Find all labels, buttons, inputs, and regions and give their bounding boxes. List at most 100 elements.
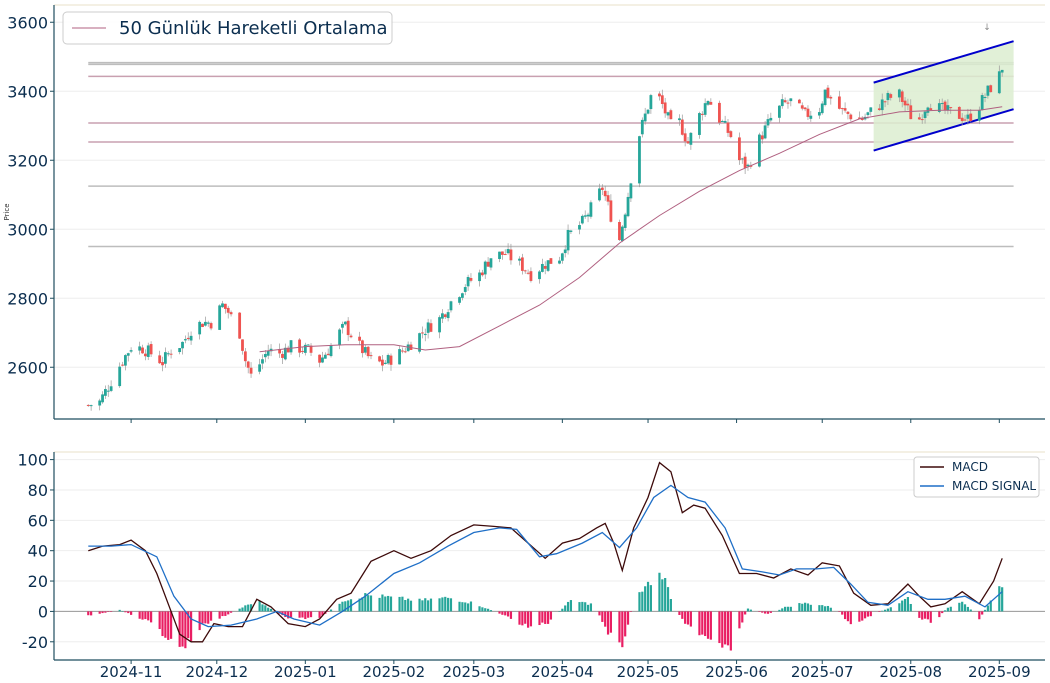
histogram-bar-positive — [444, 596, 447, 612]
histogram-bar-positive — [484, 608, 487, 612]
histogram-bar-negative — [198, 611, 201, 631]
histogram-bar-positive — [784, 606, 787, 612]
candle-up — [740, 158, 744, 160]
candle-up — [886, 93, 890, 101]
histogram-bar-positive — [898, 603, 901, 612]
macd-x-tick-label: 2024-11 — [100, 663, 163, 681]
histogram-bar-positive — [909, 603, 912, 612]
histogram-bar-negative — [498, 611, 501, 614]
histogram-bar-negative — [729, 611, 732, 651]
macd-signal-line — [88, 484, 1003, 628]
histogram-bar-negative — [506, 611, 510, 617]
histogram-bar-negative — [724, 611, 727, 645]
candle-down — [943, 101, 947, 111]
histogram-bar-negative — [981, 611, 984, 615]
candle-up — [101, 394, 104, 403]
histogram-bar-positive — [427, 600, 430, 612]
candle-up — [449, 301, 453, 311]
histogram-bar-positive — [581, 601, 584, 612]
candle-down — [301, 350, 304, 352]
candle-down — [663, 102, 667, 114]
price-legend-label: 50 Günlük Hareketli Ortalama — [119, 18, 387, 39]
histogram-bar-positive — [823, 606, 827, 612]
candle-down — [443, 314, 447, 318]
candle-up — [261, 359, 264, 364]
macd-x-tick-label: 2025-01 — [274, 663, 337, 681]
histogram-bar-negative — [678, 611, 681, 615]
candle-up — [129, 350, 133, 352]
candle-up — [266, 350, 270, 356]
candle-up — [221, 303, 224, 308]
candle-up — [109, 386, 113, 391]
histogram-bar-positive — [641, 591, 644, 612]
candle-up — [98, 400, 102, 406]
candle-down — [381, 359, 384, 366]
candle-up — [817, 112, 821, 116]
candle-up — [126, 353, 130, 356]
macd-y-tick-label: 20 — [28, 572, 48, 591]
histogram-bar-negative — [838, 611, 841, 612]
candle-down — [900, 91, 904, 102]
candle-down — [658, 93, 661, 97]
histogram-bar-positive — [398, 596, 401, 612]
histogram-bar-positive — [241, 607, 244, 612]
candle-down — [743, 156, 747, 168]
histogram-bar-negative — [604, 611, 607, 627]
histogram-bar-positive — [464, 602, 467, 612]
candle-down — [318, 354, 321, 363]
candle-up — [386, 354, 390, 364]
histogram-bar-positive — [644, 586, 647, 612]
candle-up — [123, 355, 127, 366]
candle-down — [806, 108, 810, 117]
candle-up — [937, 103, 941, 112]
candle-down — [680, 119, 684, 135]
histogram-bar-positive — [247, 604, 250, 612]
candle-up — [703, 103, 707, 115]
candle-down — [500, 251, 504, 255]
macd-y-tick-label: 0 — [38, 602, 48, 621]
histogram-bar-negative — [181, 611, 184, 647]
macd-x-tick-label: 2025-06 — [705, 663, 768, 681]
histogram-bar-negative — [841, 611, 844, 615]
histogram-bar-negative — [718, 611, 721, 644]
candle-up — [398, 349, 401, 365]
histogram-bar-positive — [886, 608, 890, 612]
histogram-bar-positive — [409, 600, 413, 612]
candle-up — [441, 313, 444, 319]
price-channel — [873, 40, 1014, 152]
macd-x-tick-label: 2025-05 — [617, 663, 680, 681]
candle-down — [309, 345, 313, 353]
histogram-bar-positive — [658, 572, 661, 612]
histogram-bar-negative — [609, 611, 613, 633]
histogram-bar-negative — [538, 611, 541, 626]
histogram-bar-negative — [686, 611, 690, 625]
candle-up — [678, 118, 681, 121]
candle-down — [726, 122, 730, 133]
candle-down — [877, 108, 881, 111]
candle-up — [206, 322, 210, 324]
candle-down — [718, 102, 721, 123]
histogram-bar-positive — [458, 601, 461, 612]
candle-up — [198, 321, 202, 335]
candle-down — [520, 257, 524, 271]
candle-down — [469, 278, 473, 281]
candle-down — [543, 265, 547, 269]
candle-down — [989, 85, 993, 93]
candle-up — [698, 113, 701, 135]
histogram-bar-positive — [404, 600, 407, 612]
candle-up — [778, 105, 781, 118]
candle-up — [646, 109, 650, 114]
candle-down — [960, 117, 964, 122]
candle-down — [223, 303, 227, 309]
histogram-bar-positive — [883, 609, 887, 612]
candle-up — [566, 229, 570, 251]
histogram-bar-positive — [269, 608, 273, 612]
candle-up — [506, 249, 510, 254]
histogram-bar-positive — [589, 603, 593, 612]
candle-down — [700, 113, 704, 115]
macd-y-tick-label: 40 — [28, 542, 48, 561]
candle-down — [346, 320, 350, 336]
arrow-marker: ↓ — [983, 23, 991, 33]
candle-up — [1000, 69, 1004, 73]
